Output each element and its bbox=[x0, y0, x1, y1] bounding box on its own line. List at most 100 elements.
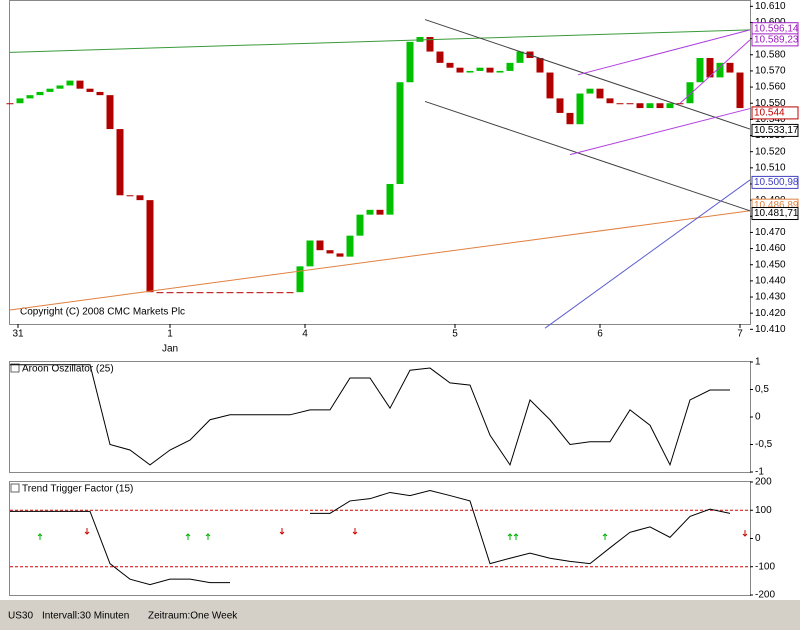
candle bbox=[26, 95, 34, 99]
y-tick-label: 10.560 bbox=[755, 82, 786, 93]
month-label: Jan bbox=[162, 344, 178, 355]
trend-line bbox=[9, 210, 751, 311]
buy-signal bbox=[185, 533, 191, 540]
candle bbox=[236, 292, 244, 294]
sell-signal bbox=[279, 528, 285, 535]
y-tick-label: 1 bbox=[755, 357, 761, 368]
candle bbox=[296, 266, 304, 293]
candle bbox=[546, 72, 554, 99]
buy-signal bbox=[513, 533, 519, 540]
candle bbox=[376, 209, 384, 215]
candle bbox=[46, 88, 54, 92]
candle bbox=[326, 250, 334, 254]
y-tick-label: 200 bbox=[755, 477, 772, 488]
trend-line bbox=[679, 39, 751, 104]
buy-signal bbox=[507, 533, 513, 540]
x-tick-label: 6 bbox=[597, 329, 603, 340]
candle bbox=[616, 103, 624, 105]
trend-line bbox=[424, 100, 751, 212]
candle bbox=[116, 129, 124, 196]
price-box bbox=[751, 33, 799, 47]
candle bbox=[476, 67, 484, 71]
y-tick-label: 10.420 bbox=[755, 308, 786, 319]
candle bbox=[266, 292, 274, 294]
candle bbox=[16, 98, 24, 104]
y-tick-label: -0,5 bbox=[755, 439, 773, 450]
candle bbox=[716, 62, 724, 78]
candle bbox=[66, 80, 74, 86]
candle bbox=[736, 72, 744, 109]
price-box bbox=[751, 106, 799, 120]
candle bbox=[396, 82, 404, 184]
candle bbox=[86, 88, 94, 92]
candle bbox=[176, 292, 184, 294]
y-tick-label: -1 bbox=[755, 467, 764, 478]
candle bbox=[336, 253, 344, 257]
candle bbox=[106, 95, 114, 130]
candle bbox=[346, 235, 354, 257]
y-tick-label: 100 bbox=[755, 505, 772, 516]
frame bbox=[9, 0, 751, 325]
y-tick-label: 0 bbox=[755, 412, 761, 423]
price-box bbox=[751, 207, 799, 221]
candle bbox=[636, 103, 644, 109]
candle bbox=[76, 80, 84, 89]
price-box bbox=[751, 123, 799, 137]
candle bbox=[446, 62, 454, 68]
candle bbox=[146, 200, 154, 293]
candle bbox=[306, 240, 314, 267]
y-tick-label: 10.450 bbox=[755, 259, 786, 270]
y-tick-label: 10.540 bbox=[755, 114, 786, 125]
buy-signal bbox=[37, 533, 43, 540]
price-label: 10.486,89 bbox=[754, 200, 799, 211]
x-tick-label: 7 bbox=[737, 329, 743, 340]
trend-line bbox=[577, 29, 751, 76]
candle bbox=[586, 88, 594, 94]
candle bbox=[646, 103, 654, 109]
trend-line bbox=[9, 29, 751, 53]
buy-signal bbox=[205, 533, 211, 540]
candle bbox=[356, 214, 364, 236]
sell-signal bbox=[84, 528, 90, 535]
y-tick-label: 10.430 bbox=[755, 292, 786, 303]
y-tick-label: 10.460 bbox=[755, 243, 786, 254]
candle bbox=[626, 103, 634, 105]
candle bbox=[556, 98, 564, 113]
candle bbox=[666, 103, 674, 109]
y-tick-label: -100 bbox=[755, 561, 775, 572]
candle bbox=[536, 58, 544, 73]
price-box bbox=[751, 175, 799, 189]
candle bbox=[256, 292, 264, 294]
copyright: Copyright (C) 2008 CMC Markets Plc bbox=[20, 307, 185, 318]
candle bbox=[576, 93, 584, 125]
candle bbox=[686, 82, 694, 104]
candle bbox=[496, 70, 504, 73]
y-tick-label: 0 bbox=[755, 533, 761, 544]
price-label: 10.533,17 bbox=[754, 125, 799, 136]
status-bar bbox=[0, 600, 800, 625]
panel-icon bbox=[10, 483, 20, 493]
candle bbox=[386, 183, 394, 215]
y-tick-label: 0,5 bbox=[755, 384, 769, 395]
y-tick-label: 10.610 bbox=[755, 1, 786, 12]
candle bbox=[516, 51, 524, 63]
candle bbox=[706, 58, 714, 78]
price-label: 10.596,14 bbox=[754, 23, 799, 34]
candle bbox=[276, 292, 284, 294]
candle bbox=[436, 51, 444, 63]
candle bbox=[206, 292, 214, 294]
candle bbox=[216, 292, 224, 294]
price-label: 10.544 bbox=[754, 108, 785, 119]
price-label: 10.589,23 bbox=[754, 35, 799, 46]
candle bbox=[406, 41, 414, 83]
candle bbox=[696, 58, 704, 83]
y-tick-label: 10.410 bbox=[755, 324, 786, 335]
candle bbox=[136, 195, 144, 201]
y-tick-label: 10.580 bbox=[755, 49, 786, 60]
indicator-line bbox=[10, 364, 730, 467]
candle bbox=[466, 70, 474, 73]
candle bbox=[286, 292, 294, 294]
indicator-line bbox=[10, 489, 731, 586]
candle bbox=[596, 88, 604, 99]
candle bbox=[426, 37, 434, 52]
